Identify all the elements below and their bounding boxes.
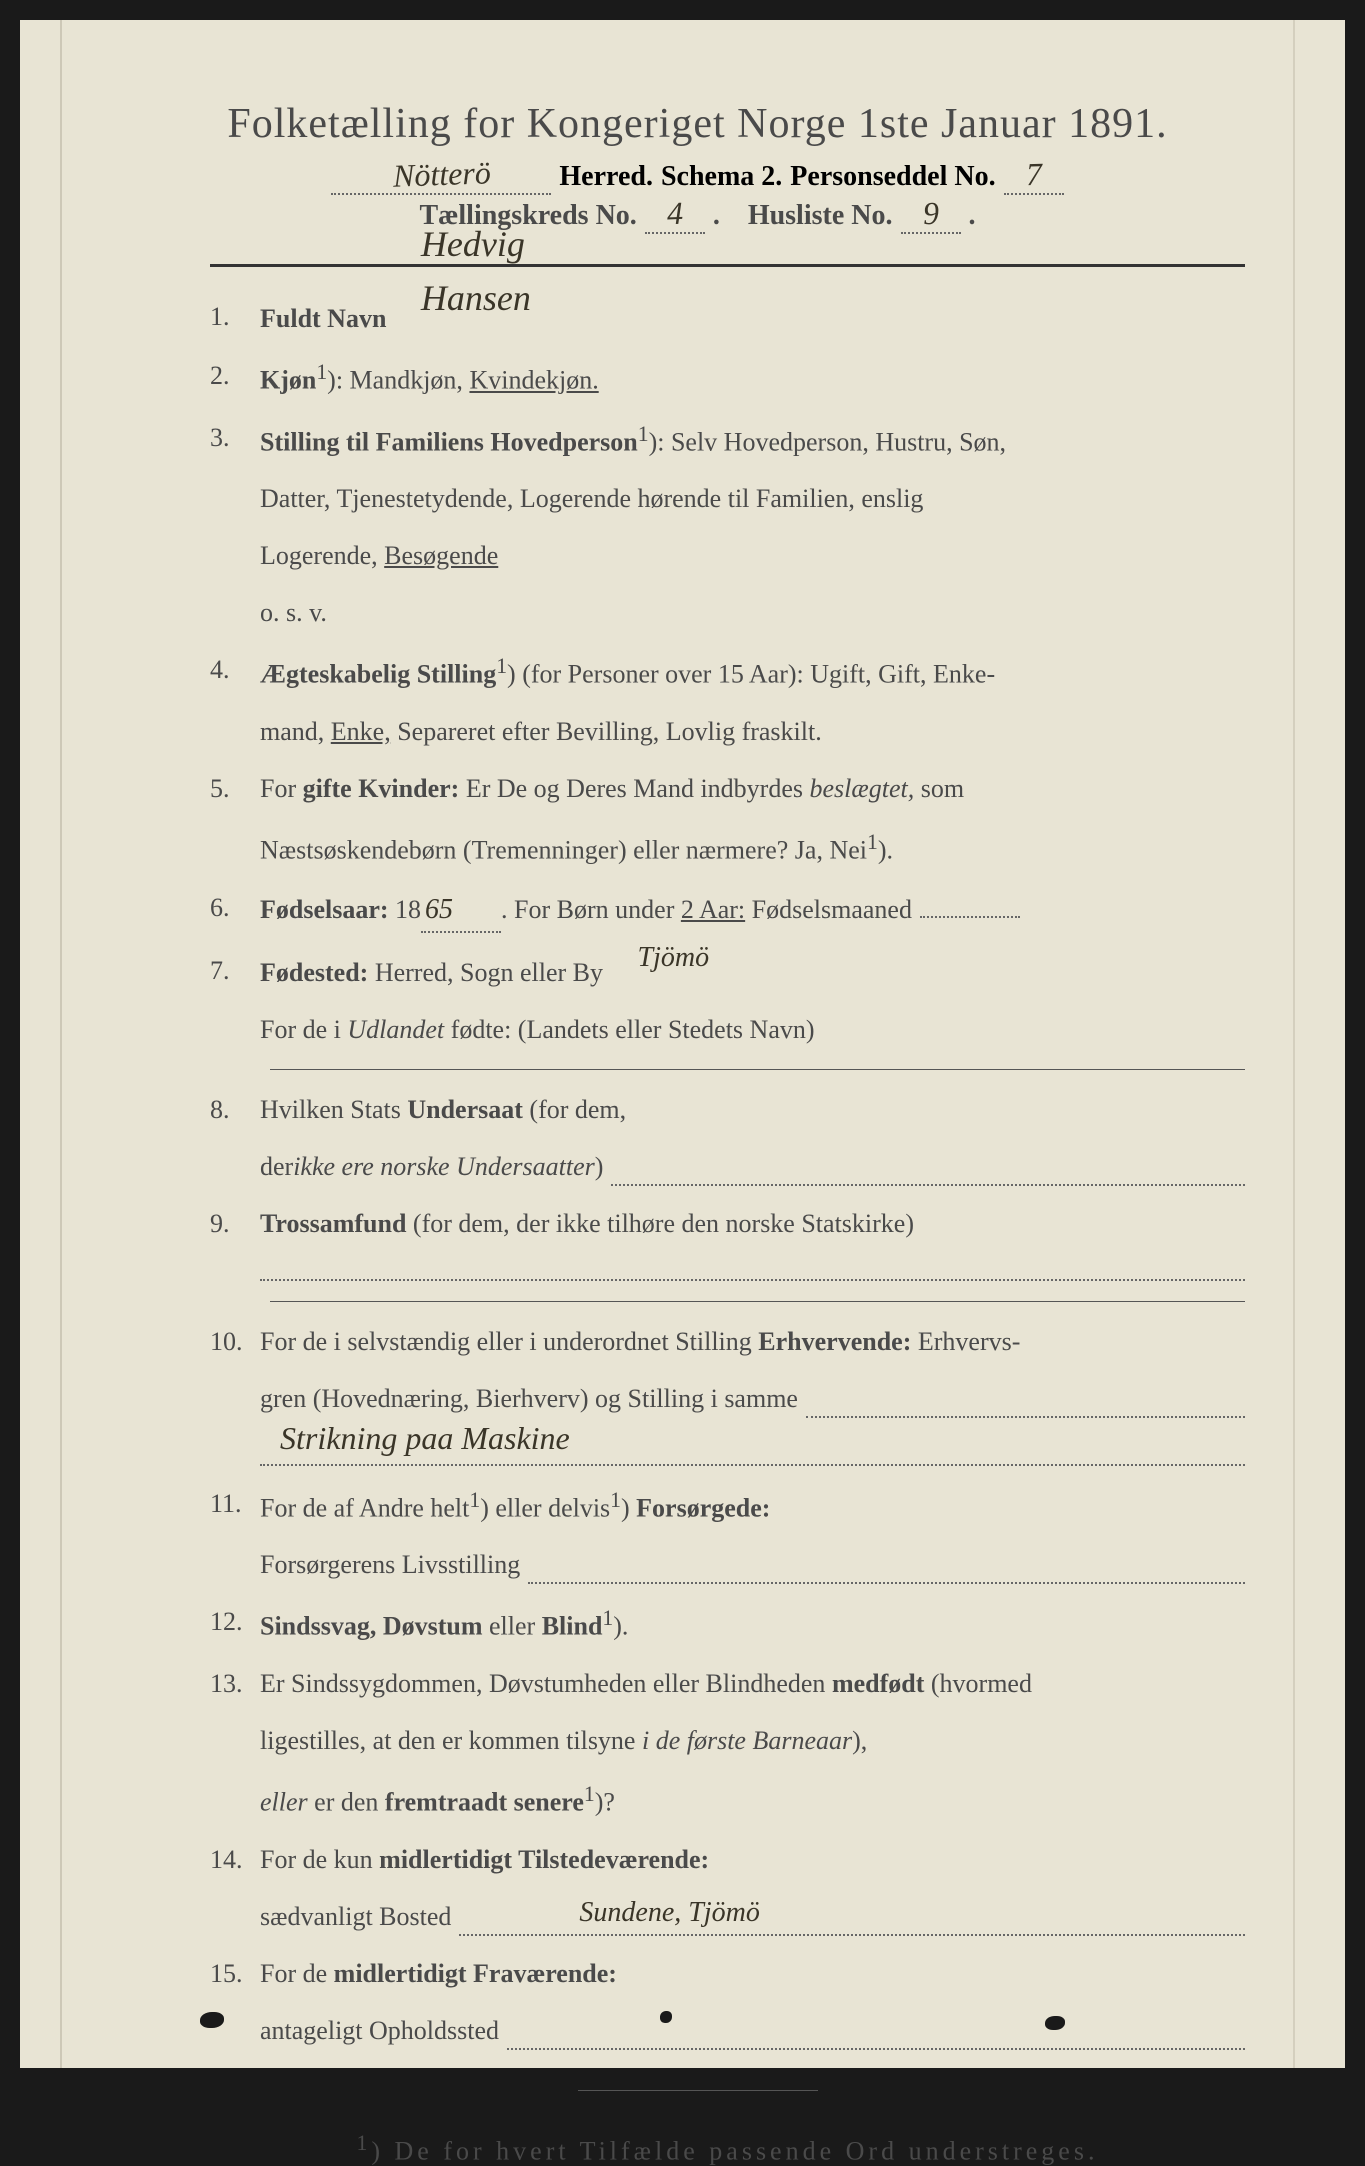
header-separator [210, 264, 1245, 267]
row-10-erhvervende: 10. For de i selvstændig eller i underor… [210, 1322, 1245, 1361]
row-1-fuldt-navn: 1. Fuldt Navn Hedvig Hansen [210, 297, 1245, 338]
row-13-medfodt: 13. Er Sindssygdommen, Døvstumheden elle… [210, 1664, 1245, 1703]
row-5-cont: Næstsøskendebørn (Tremenninger) eller næ… [210, 826, 1245, 870]
row-10-cont2: Strikning paa Maskine [210, 1436, 1245, 1466]
ink-blot-icon [200, 2012, 224, 2028]
row-3-cont2: Logerende, Besøgende [210, 536, 1245, 575]
birth-year-field: 65 [421, 889, 501, 933]
row-11-cont: Forsørgerens Livsstilling [210, 1545, 1245, 1584]
row-14-cont: sædvanligt Bosted Sundene, Tjömö [210, 1897, 1245, 1936]
usual-residence-field: Sundene, Tjömö [459, 1897, 1245, 1936]
herred-line: Nötterö Herred. Schema 2. Personseddel N… [150, 156, 1245, 195]
tellingskreds-line: Tællingskreds No. 4 . Husliste No. 9 . [150, 195, 1245, 234]
husliste-no-field: 9 [901, 195, 961, 234]
row-13-cont2: eller er den fremtraadt senere1)? [210, 1778, 1245, 1822]
personseddel-no-field: 7 [1004, 156, 1064, 195]
row-5-gifte-kvinder: 5. For gifte Kvinder: Er De og Deres Man… [210, 769, 1245, 808]
row-7-cont: For de i Udlandet fødte: (Landets eller … [210, 1010, 1245, 1049]
form-body: 1. Fuldt Navn Hedvig Hansen 2. Kjøn1): M… [150, 297, 1245, 2050]
row-10-cont1: gren (Hovednæring, Bierhverv) og Stillin… [210, 1379, 1245, 1418]
census-form-page: Folketælling for Kongeriget Norge 1ste J… [20, 20, 1345, 2068]
form-header: Folketælling for Kongeriget Norge 1ste J… [150, 100, 1245, 234]
footnote-separator [578, 2090, 818, 2091]
row-6-fodselsaar: 6. Fødselsaar: 1865. For Børn under 2 Aa… [210, 888, 1245, 933]
ink-blot-icon [1045, 2016, 1065, 2030]
row-4-cont: mand, Enke, Separeret efter Bevilling, L… [210, 712, 1245, 751]
row-3-stilling: 3. Stilling til Familiens Hovedperson1):… [210, 418, 1245, 462]
occupation-field: Strikning paa Maskine [260, 1436, 1245, 1466]
form-title: Folketælling for Kongeriget Norge 1ste J… [150, 100, 1245, 148]
row-9-trossamfund: 9. Trossamfund (for dem, der ikke tilhør… [210, 1204, 1245, 1281]
row-15-cont: antageligt Opholdssted [210, 2011, 1245, 2050]
row-3-cont3: o. s. v. [210, 593, 1245, 632]
row-14-tilstedevaerende: 14. For de kun midlertidigt Tilstedevære… [210, 1840, 1245, 1879]
separator-1 [270, 1069, 1245, 1070]
footnote: 1) De for hvert Tilfælde passende Ord un… [150, 2131, 1245, 2166]
tellingskreds-no-field: 4 [645, 195, 705, 234]
row-4-aegteskab: 4. Ægteskabelig Stilling1) (for Personer… [210, 650, 1245, 694]
row-13-cont1: ligestilles, at den er kommen tilsyne i … [210, 1721, 1245, 1760]
row-8-undersaat: 8. Hvilken Stats Undersaat (for dem, [210, 1090, 1245, 1129]
row-12-sindssvag: 12. Sindssvag, Døvstum eller Blind1). [210, 1602, 1245, 1646]
herred-field: Nötterö [331, 156, 551, 195]
row-15-fravaerende: 15. For de midlertidigt Fraværende: [210, 1954, 1245, 1993]
ink-blot-icon [660, 2011, 672, 2023]
row-3-cont1: Datter, Tjenestetydende, Logerende høren… [210, 479, 1245, 518]
row-2-kjon: 2. Kjøn1): Mandkjøn, Kvindekjøn. [210, 356, 1245, 400]
row-8-cont: der ikke ere norske Undersaatter) [210, 1147, 1245, 1186]
row-7-fodested: 7. Fødested: Herred, Sogn eller By Tjömö [210, 951, 1245, 992]
row-11-forsorgede: 11. For de af Andre helt1) eller delvis1… [210, 1484, 1245, 1528]
separator-2 [270, 1301, 1245, 1302]
